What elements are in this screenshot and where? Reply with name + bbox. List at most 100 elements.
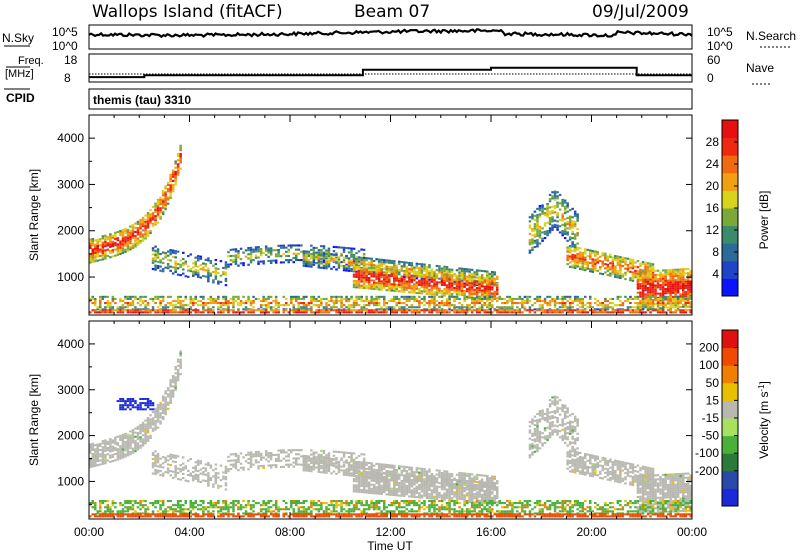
velocity-cell — [317, 458, 321, 461]
power-cell — [644, 293, 647, 296]
power-cell — [322, 245, 326, 248]
power-cell — [679, 287, 682, 290]
velocity-cell — [161, 462, 165, 465]
power-cell — [340, 300, 343, 303]
power-cell — [176, 273, 180, 276]
power-cell — [367, 279, 371, 282]
power-cell — [227, 311, 230, 314]
power-cell — [458, 279, 461, 282]
power-cell — [440, 292, 444, 295]
power-cell — [352, 279, 356, 282]
power-cell — [164, 266, 167, 269]
power-cell — [269, 249, 273, 252]
velocity-cell — [154, 422, 157, 425]
velocity-cell — [94, 462, 97, 465]
velocity-cell — [169, 381, 172, 384]
velocity-cell — [307, 457, 311, 460]
power-cell — [91, 254, 95, 257]
power-cell — [121, 306, 125, 309]
velocity-cell — [144, 419, 147, 422]
velocity-cell — [136, 432, 140, 435]
power-cell — [543, 214, 547, 217]
power-cell — [340, 309, 343, 312]
power-cell — [423, 265, 426, 268]
power-cell — [458, 275, 461, 278]
power-cell — [187, 275, 190, 278]
velocity-cell — [169, 379, 172, 382]
power-cell — [146, 232, 150, 235]
power-cell — [531, 240, 534, 243]
power-cell — [104, 240, 107, 243]
power-cell — [523, 302, 527, 305]
power-cell — [573, 210, 577, 213]
power-cell — [224, 309, 228, 312]
velocity-cell — [199, 462, 203, 465]
power-cell — [513, 302, 517, 305]
power-cell — [609, 297, 612, 300]
power-cell — [232, 311, 235, 314]
velocity-cell — [176, 364, 180, 367]
velocity-cell — [171, 385, 175, 388]
power-cell — [563, 199, 567, 202]
velocity-cell — [106, 442, 110, 445]
power-cell — [664, 292, 667, 295]
power-cell — [478, 287, 481, 290]
power-cell — [385, 311, 389, 314]
power-cell — [423, 269, 426, 272]
power-cell — [224, 263, 228, 266]
power-cell — [388, 308, 391, 311]
power-cell — [327, 311, 331, 314]
power-cell — [576, 246, 579, 249]
power-cell — [483, 287, 487, 290]
power-cell — [644, 278, 647, 281]
power-cell — [214, 259, 218, 262]
power-cell — [310, 244, 313, 247]
power-cell — [224, 284, 228, 287]
power-cell — [171, 173, 175, 176]
power-cell — [101, 295, 105, 298]
power-cell — [377, 275, 381, 278]
velocity-cell — [156, 469, 160, 472]
power-cell — [578, 309, 582, 312]
power-cell — [594, 311, 597, 314]
power-cell — [415, 283, 419, 286]
power-cell — [631, 263, 635, 266]
power-cell — [134, 311, 137, 314]
velocity-cell — [247, 457, 250, 460]
power-cell — [586, 311, 590, 314]
power-cell — [435, 272, 439, 275]
power-cell — [604, 300, 607, 303]
power-cell — [573, 225, 577, 228]
power-cell — [325, 304, 328, 307]
power-cell — [272, 306, 275, 309]
power-cell — [408, 287, 411, 290]
power-cell — [307, 259, 311, 262]
power-cell — [285, 297, 288, 300]
power-cell — [116, 253, 120, 256]
power-cell — [182, 306, 185, 309]
power-cell — [312, 297, 316, 300]
power-cell — [475, 276, 479, 279]
power-cell — [599, 311, 602, 314]
velocity-cell — [322, 471, 326, 474]
power-cell — [458, 309, 461, 312]
power-cell — [496, 288, 499, 291]
power-cell — [139, 221, 142, 224]
power-cell — [372, 302, 376, 305]
velocity-cell — [179, 464, 182, 467]
power-cell — [453, 282, 456, 285]
power-cell — [362, 280, 366, 283]
power-cell — [536, 228, 539, 231]
power-cell — [362, 263, 366, 266]
power-cell — [367, 257, 371, 260]
power-cell — [656, 292, 660, 295]
power-cell — [576, 232, 579, 235]
power-cell — [428, 264, 431, 267]
power-cell — [669, 275, 672, 278]
power-cell — [553, 309, 557, 312]
power-cell — [684, 282, 688, 285]
power-cell — [674, 291, 677, 294]
power-cell — [169, 302, 172, 305]
power-cell — [405, 297, 409, 300]
power-cell — [676, 272, 680, 275]
